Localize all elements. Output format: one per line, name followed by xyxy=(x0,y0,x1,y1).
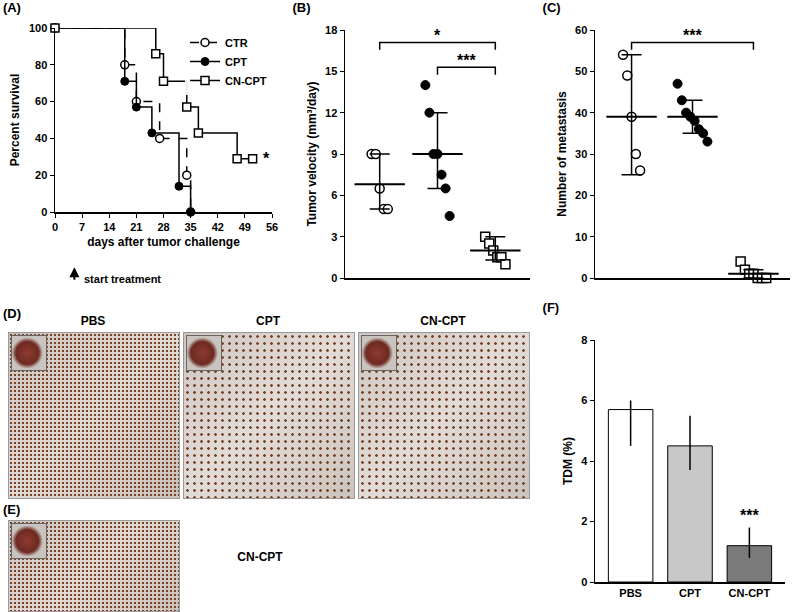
svg-text:15: 15 xyxy=(325,65,337,77)
html-text:CN-CPT: CN-CPT xyxy=(420,314,466,328)
svg-text:*: * xyxy=(263,150,270,167)
svg-text:PBS: PBS xyxy=(619,587,642,599)
svg-text:20: 20 xyxy=(35,169,47,181)
svg-text:*: * xyxy=(434,27,441,44)
svg-text:42: 42 xyxy=(212,221,224,233)
svg-text:60: 60 xyxy=(35,95,47,107)
svg-text:days after tumor challenge: days after tumor challenge xyxy=(87,235,240,249)
svg-text:***: *** xyxy=(740,507,759,524)
svg-text:CN-CPT: CN-CPT xyxy=(225,75,267,87)
svg-text:CTR: CTR xyxy=(225,37,248,49)
svg-text:(C): (C) xyxy=(543,0,561,15)
svg-text:20: 20 xyxy=(575,189,587,201)
svg-text:(F): (F) xyxy=(543,300,560,315)
svg-text:0: 0 xyxy=(52,221,58,233)
svg-text:49: 49 xyxy=(239,221,251,233)
svg-text:56: 56 xyxy=(266,221,278,233)
svg-text:6: 6 xyxy=(581,394,587,406)
svg-text:(A): (A) xyxy=(3,0,21,15)
svg-text:(B): (B) xyxy=(293,0,311,15)
svg-text:3: 3 xyxy=(331,231,337,243)
svg-text:28: 28 xyxy=(157,221,169,233)
html-text:(E): (E) xyxy=(3,502,21,517)
svg-text:100: 100 xyxy=(29,22,47,34)
svg-text:9: 9 xyxy=(331,148,337,160)
svg-text:start treatment: start treatment xyxy=(84,273,161,285)
html-text:CN-CPT: CN-CPT xyxy=(237,550,283,564)
svg-text:7: 7 xyxy=(79,221,85,233)
svg-text:CN-CPT: CN-CPT xyxy=(729,587,771,599)
svg-text:30: 30 xyxy=(575,148,587,160)
svg-text:80: 80 xyxy=(35,59,47,71)
svg-text:10: 10 xyxy=(575,231,587,243)
html-text:(D): (D) xyxy=(3,306,21,321)
svg-text:0: 0 xyxy=(41,206,47,218)
svg-text:CPT: CPT xyxy=(679,587,701,599)
html-text:PBS: PBS xyxy=(80,314,106,328)
svg-text:2: 2 xyxy=(581,515,587,527)
svg-text:***: *** xyxy=(683,27,702,44)
svg-text:***: *** xyxy=(457,52,476,69)
svg-text:0: 0 xyxy=(331,272,337,284)
svg-text:18: 18 xyxy=(325,24,337,36)
svg-text:14: 14 xyxy=(103,221,116,233)
svg-text:50: 50 xyxy=(575,65,587,77)
svg-text:Tumor velocity (mm³/day): Tumor velocity (mm³/day) xyxy=(305,81,319,226)
svg-text:40: 40 xyxy=(575,107,587,119)
svg-text:40: 40 xyxy=(35,132,47,144)
svg-text:35: 35 xyxy=(185,221,197,233)
svg-text:6: 6 xyxy=(331,189,337,201)
svg-text:Percent survival: Percent survival xyxy=(8,74,22,167)
svg-text:4: 4 xyxy=(581,455,588,467)
svg-text:12: 12 xyxy=(325,107,337,119)
svg-text:TDM (%): TDM (%) xyxy=(561,437,575,485)
svg-text:CPT: CPT xyxy=(225,56,247,68)
svg-text:0: 0 xyxy=(581,272,587,284)
svg-text:8: 8 xyxy=(581,334,587,346)
svg-text:21: 21 xyxy=(130,221,142,233)
svg-text:60: 60 xyxy=(575,24,587,36)
svg-text:0: 0 xyxy=(581,576,587,588)
svg-text:Number of metastasis: Number of metastasis xyxy=(555,91,569,217)
html-text:CPT: CPT xyxy=(256,314,280,328)
